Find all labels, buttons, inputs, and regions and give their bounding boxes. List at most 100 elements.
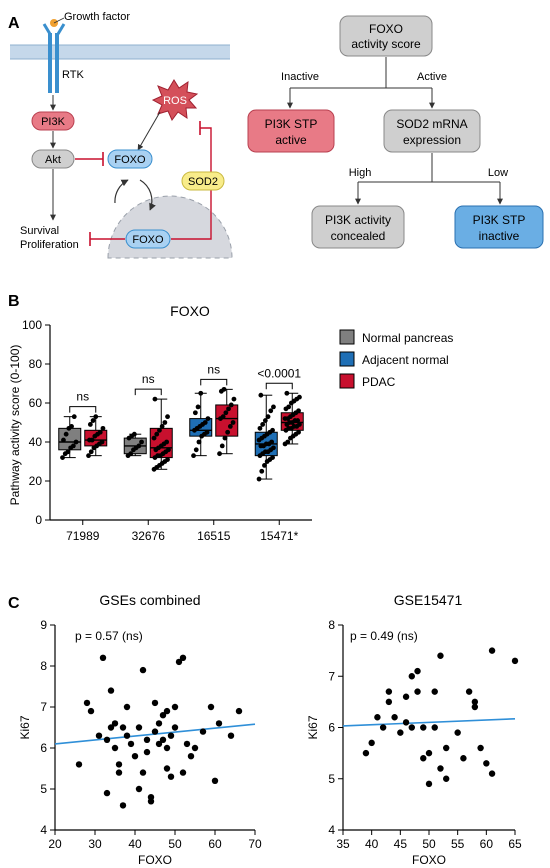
scatter-point [215, 720, 223, 727]
pi3k-box [31, 111, 75, 131]
data-point [87, 422, 93, 427]
scatter-point [159, 736, 167, 743]
data-point [90, 418, 96, 423]
stp-inactive-box [454, 205, 544, 249]
panel-b-title: FOXO [170, 303, 210, 319]
scatter-point [454, 729, 461, 736]
scatter-point [420, 755, 427, 762]
data-point [61, 437, 66, 443]
rtk-label: RTK [62, 69, 84, 81]
b-ytick-label: 0 [35, 513, 42, 527]
tree-root-line2: activity score [351, 37, 421, 51]
scatter-point [471, 703, 479, 711]
scatter-point [179, 654, 187, 661]
growth-factor-label: Growth factor [64, 11, 130, 23]
scatter-point [127, 740, 135, 748]
scatter-point [131, 753, 139, 760]
b-xtick-label: 32676 [132, 529, 166, 543]
scatter-ytick-label: 5 [328, 772, 335, 786]
scatter-point [437, 765, 444, 772]
sig-label: ns [76, 390, 89, 404]
legend-swatch [339, 373, 355, 389]
data-point [198, 390, 204, 396]
scatter-xtick-label: 30 [88, 837, 102, 851]
concealed-line1: PI3K activity [325, 213, 391, 227]
scatter-ytick-label: 4 [40, 823, 47, 837]
scatter-ytick-label: 7 [328, 669, 335, 683]
scatter-xtick-label: 50 [168, 837, 182, 851]
data-point [271, 404, 276, 410]
sig-label: <0.0001 [257, 366, 301, 380]
scatter-point [408, 673, 415, 680]
data-point [193, 447, 199, 453]
scatter-point [431, 724, 438, 731]
scatter-xtick-label: 35 [336, 837, 350, 851]
scatter-xtick-label: 40 [128, 837, 142, 851]
scatter-point [207, 703, 215, 711]
pi3k-label: PI3K [41, 116, 66, 128]
scatter-xtick-label: 20 [48, 837, 62, 851]
panel-b-boxes [58, 386, 304, 482]
data-point [154, 431, 160, 437]
data-point [99, 439, 105, 445]
sod2-expression-line2: expression [403, 133, 461, 147]
box-71989-pdac [84, 414, 108, 459]
scatter-point [159, 712, 167, 719]
scatter-point [171, 724, 179, 731]
data-point [136, 443, 142, 449]
data-point [196, 439, 202, 445]
scatter-point [99, 654, 107, 661]
stp-active-line2: active [275, 133, 307, 147]
scatter-point [420, 724, 427, 731]
data-point [219, 443, 225, 449]
legend-label: Normal pancreas [362, 331, 453, 345]
outcome-label-1: Survival [20, 225, 59, 237]
box-16515-adjacent-normal [189, 390, 213, 459]
scatter-point [488, 647, 496, 654]
foxo-nuc-box [125, 229, 171, 249]
legend-swatch [339, 351, 355, 367]
scatter-point [391, 714, 398, 721]
data-point [296, 408, 301, 414]
scatter-point [119, 724, 127, 731]
scatter-point [437, 652, 444, 659]
data-point [165, 457, 170, 462]
sod2-label: SOD2 [188, 176, 218, 188]
scatter-point [103, 789, 111, 797]
sig-bracket [265, 382, 293, 390]
b-xtick-label: 16515 [197, 529, 231, 543]
concealed-line2: concealed [331, 229, 386, 243]
scatter-point [151, 699, 159, 707]
panel-b-label: B [8, 293, 20, 310]
scatter-point [163, 765, 171, 772]
box-32676-normal-pancreas [123, 431, 147, 459]
data-point [151, 435, 157, 441]
data-point [225, 429, 231, 435]
data-point [258, 392, 264, 398]
scatter-point [75, 761, 83, 768]
akt-label: Akt [45, 154, 61, 166]
scatter-point [179, 769, 187, 776]
scatter-point [167, 773, 175, 780]
scatter-point [488, 770, 496, 777]
scatter-point [379, 724, 387, 731]
scatter-point [95, 732, 103, 739]
data-point [223, 410, 229, 416]
box-15471*-pdac [280, 390, 304, 447]
data-point [70, 443, 76, 449]
scatter-xlabel: FOXO [138, 853, 172, 867]
stp-inactive-line1: PI3K STP [473, 213, 526, 227]
data-point [152, 396, 158, 402]
scatter-point [227, 732, 235, 739]
foxo-cyto-box [107, 149, 153, 169]
data-point [164, 439, 170, 445]
data-point [191, 453, 196, 459]
b-ytick-label: 80 [29, 357, 43, 371]
scatter-point [103, 736, 111, 743]
membrane [10, 45, 230, 59]
scatter-ytick-label: 4 [328, 823, 335, 837]
scatter-point [368, 739, 375, 747]
data-point [89, 437, 95, 443]
foxo-nuc-label: FOXO [132, 234, 164, 246]
